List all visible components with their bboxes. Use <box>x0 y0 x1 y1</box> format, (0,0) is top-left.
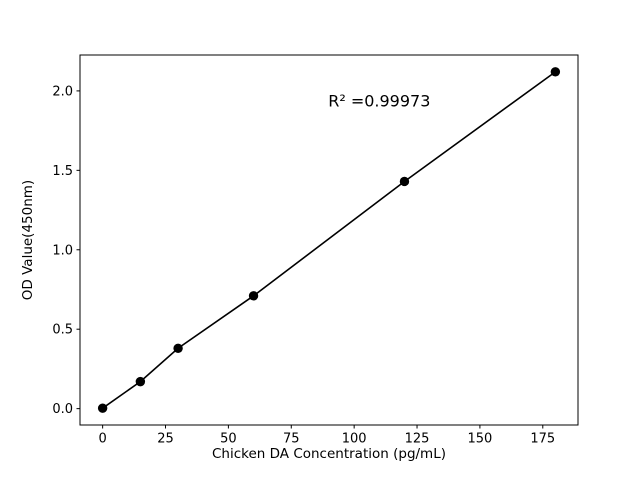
data-point <box>399 176 410 187</box>
y-tick-label: 0.5 <box>52 323 73 338</box>
y-tick-label: 1.5 <box>52 164 73 179</box>
y-axis-label: OD Value(450nm) <box>20 180 36 300</box>
x-tick-label: 50 <box>220 432 237 447</box>
x-tick-label: 175 <box>530 432 555 447</box>
x-tick-label: 75 <box>283 432 300 447</box>
plot-area: 0 25 50 75 100 125 150 175 0.0 0.5 1.0 1.5 2.0 <box>52 54 579 447</box>
x-tick-label: 125 <box>405 432 430 447</box>
data-point <box>550 67 561 77</box>
x-tick-label: 150 <box>467 432 492 447</box>
data-point <box>248 291 259 301</box>
x-tick-label: 25 <box>157 432 174 447</box>
data-point <box>173 343 183 353</box>
x-axis-label: Chicken DA Concentration (pg/mL) <box>212 446 446 462</box>
data-point <box>135 376 146 387</box>
y-tick-label: 1.0 <box>52 243 73 258</box>
x-tick-label: 0 <box>98 432 106 447</box>
x-tick-label: 100 <box>342 432 367 447</box>
y-tick-label: 2.0 <box>52 84 73 99</box>
axes-frame <box>79 54 579 426</box>
r-squared-annotation: R² =0.99973 <box>328 92 430 111</box>
data-point <box>97 403 108 413</box>
fit-line <box>102 71 556 409</box>
y-tick-label: 0.0 <box>52 402 73 417</box>
